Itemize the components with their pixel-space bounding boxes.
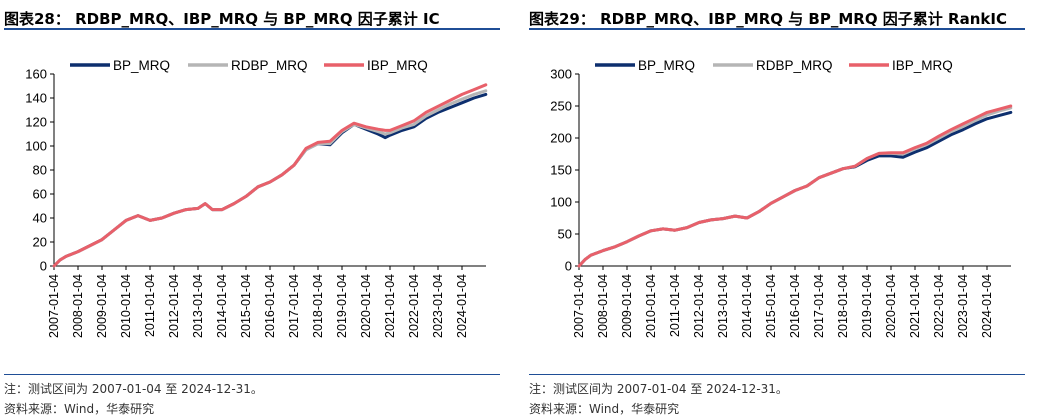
figure-28-divider <box>4 374 500 375</box>
y-tick-label: 120 <box>25 115 47 130</box>
series-line-ibp-mrq <box>577 104 1013 268</box>
cumulative-ic-chart: 0 20 40 60 80 100 120 140 160 2007-01-04 2008-01-0… <box>25 58 488 338</box>
y-tick-label: 250 <box>550 99 572 114</box>
y-tick-label: 0 <box>565 259 572 274</box>
x-tick-label: 2007-01-04 <box>47 274 61 338</box>
y-tick-label: 140 <box>25 91 47 106</box>
figure-29-source: 资料来源：Wind，华泰研究 <box>529 402 680 416</box>
figure-28-title: 图表28： RDBP_MRQ、IBP_MRQ 与 BP_MRQ 因子累计 IC <box>4 8 500 30</box>
figure-29-note: 注：测试区间为 2007-01-04 至 2024-12-31。 <box>529 382 788 396</box>
x-tick-label: 2007-01-04 <box>572 274 586 338</box>
x-tick-label: 2020-01-04 <box>884 274 898 338</box>
figure-28-source: 资料来源：Wind，华泰研究 <box>4 402 155 416</box>
y-tick-label: 300 <box>550 67 572 82</box>
x-tick-label: 2023-01-04 <box>431 274 445 338</box>
x-tick-label: 2022-01-04 <box>932 274 946 338</box>
y-tick-label: 100 <box>25 139 47 154</box>
x-tick-label: 2018-01-04 <box>311 274 325 338</box>
x-tick-label: 2008-01-04 <box>71 274 85 338</box>
x-tick-label: 2009-01-04 <box>95 274 109 338</box>
figure-29-title: 图表29： RDBP_MRQ、IBP_MRQ 与 BP_MRQ 因子累计 Ran… <box>529 8 1025 30</box>
x-tick-label: 2021-01-04 <box>908 274 922 338</box>
y-tick-label: 60 <box>33 187 47 202</box>
figure-28-panel: 图表28： RDBP_MRQ、IBP_MRQ 与 BP_MRQ 因子累计 IC … <box>4 0 504 418</box>
series-line-ibp-mrq <box>52 83 488 268</box>
x-tick-label: 2015-01-04 <box>239 274 253 338</box>
y-tick-label: 100 <box>550 195 572 210</box>
x-tick-label: 2014-01-04 <box>215 274 229 338</box>
x-tick-label: 2015-01-04 <box>764 274 778 338</box>
x-tick-label: 2018-01-04 <box>836 274 850 338</box>
x-tick-label: 2019-01-04 <box>335 274 349 338</box>
figure-29-divider <box>529 374 1025 375</box>
x-tick-label: 2024-01-04 <box>980 274 994 338</box>
legend-label-rdbp-mrq: RDBP_MRQ <box>231 58 308 73</box>
y-tick-label: 20 <box>33 235 47 250</box>
x-tick-label: 2024-01-04 <box>455 274 469 338</box>
figure-29-panel: 图表29： RDBP_MRQ、IBP_MRQ 与 BP_MRQ 因子累计 Ran… <box>529 0 1029 418</box>
x-tick-label: 2013-01-04 <box>716 274 730 338</box>
x-tick-label: 2008-01-04 <box>596 274 610 338</box>
legend-label-bp-mrq: BP_MRQ <box>638 58 695 73</box>
x-tick-label: 2010-01-04 <box>644 274 658 338</box>
x-tick-label: 2016-01-04 <box>263 274 277 338</box>
y-tick-label: 200 <box>550 131 572 146</box>
y-tick-label: 50 <box>558 227 572 242</box>
x-tick-label: 2023-01-04 <box>956 274 970 338</box>
y-tick-label: 40 <box>33 211 47 226</box>
legend-label-bp-mrq: BP_MRQ <box>113 58 170 73</box>
x-tick-label: 2010-01-04 <box>119 274 133 338</box>
figure-28-note: 注：测试区间为 2007-01-04 至 2024-12-31。 <box>4 382 263 396</box>
legend-label-ibp-mrq: IBP_MRQ <box>892 58 953 73</box>
y-tick-label: 0 <box>40 259 47 274</box>
x-tick-label: 2020-01-04 <box>359 274 373 338</box>
x-tick-label: 2019-01-04 <box>860 274 874 338</box>
x-tick-label: 2011-01-04 <box>668 274 682 337</box>
x-tick-label: 2017-01-04 <box>812 274 826 338</box>
x-tick-label: 2014-01-04 <box>740 274 754 338</box>
x-tick-label: 2009-01-04 <box>620 274 634 338</box>
x-tick-label: 2016-01-04 <box>788 274 802 338</box>
x-tick-label: 2017-01-04 <box>287 274 301 338</box>
cumulative-rankic-chart: 0 50 100 150 200 250 300 2007-01-04 2008-01-04 20… <box>550 58 1013 338</box>
x-tick-label: 2012-01-04 <box>167 274 181 338</box>
legend-label-rdbp-mrq: RDBP_MRQ <box>756 58 833 73</box>
y-tick-label: 160 <box>25 67 47 82</box>
x-tick-label: 2011-01-04 <box>143 274 157 337</box>
x-tick-label: 2022-01-04 <box>407 274 421 338</box>
x-tick-label: 2021-01-04 <box>383 274 397 338</box>
y-tick-label: 80 <box>33 163 47 178</box>
x-tick-label: 2013-01-04 <box>191 274 205 338</box>
y-tick-label: 150 <box>550 163 572 178</box>
x-tick-label: 2012-01-04 <box>692 274 706 338</box>
legend-label-ibp-mrq: IBP_MRQ <box>367 58 428 73</box>
